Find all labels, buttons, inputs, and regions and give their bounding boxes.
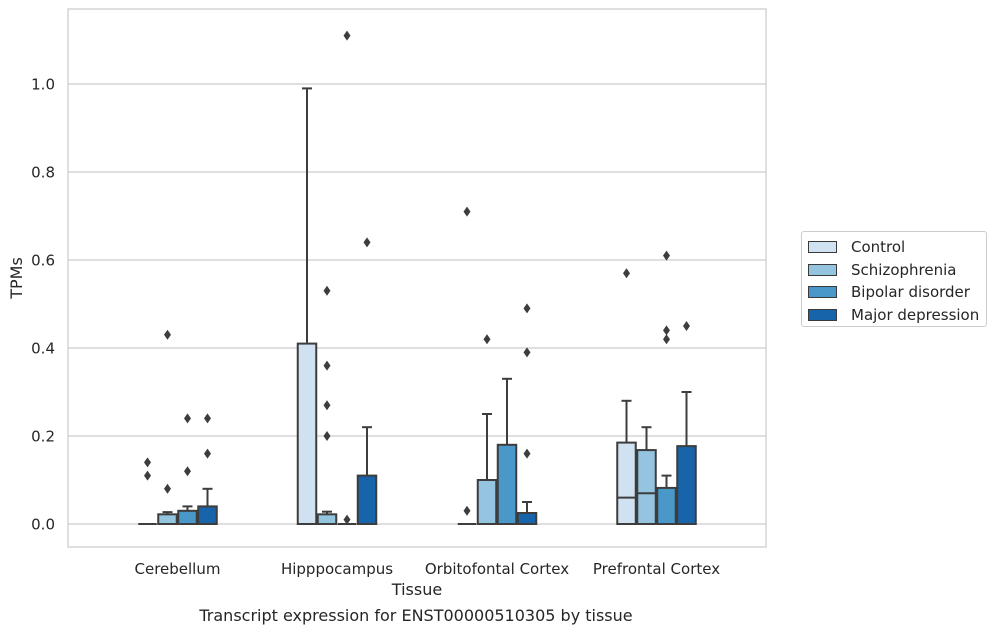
legend-item: Control [808,236,986,259]
legend-label: Major depression [851,305,980,324]
box-body [177,509,198,525]
outlier-point [144,470,151,481]
outlier-point [363,237,371,248]
plot-frame [67,8,767,548]
outlier-point [523,448,531,459]
outlier-point [323,285,331,296]
outlier-point [164,483,171,494]
legend-swatch [808,286,837,299]
outlier-point [204,413,211,424]
y-tick-label: 0.6 [31,252,55,270]
box-body [296,342,318,525]
y-tick-label: 0.4 [31,340,55,358]
legend-item: Major depression [808,304,986,327]
figure-caption: Transcript expression for ENST0000051030… [199,606,633,625]
legend-item: Schizophrenia [808,259,986,282]
outlier-point [663,325,670,336]
y-tick-labels: 0.0 0.2 0.4 0.6 0.8 1.0 [31,76,55,534]
box-body [197,505,218,525]
box-body [476,479,498,525]
y-axis-label: TPMs [7,257,26,300]
box-body [496,443,518,525]
outlier-point [523,347,531,358]
outlier-point [184,413,191,424]
x-tick-labels: Cerebellum Hipppocampus Orbitofontal Corte… [135,560,721,578]
legend-label: Bipolar disorder [851,283,970,302]
outlier-point [683,321,690,331]
outlier-point [483,334,491,345]
series-group [138,87,637,526]
outlier-point [164,329,171,340]
box-groups [138,30,697,526]
y-tick-label: 0.0 [31,516,55,534]
legend-swatch [808,308,837,321]
legend-label: Schizophrenia [851,260,957,279]
grid-lines [68,83,766,525]
outlier-point [204,448,211,459]
outlier-point [463,206,471,217]
x-tick-label: Hipppocampus [281,560,393,578]
box-body [636,449,657,525]
legend-swatch [808,241,837,254]
outlier-point [343,514,351,525]
outlier-point [323,431,331,441]
outlier-point [623,268,630,279]
box-body [516,512,538,525]
box-body [616,441,637,526]
legend-swatch [808,263,837,276]
box-body [656,486,677,526]
y-tick-label: 1.0 [31,76,55,94]
outlier-point [184,466,191,477]
legend-item: Bipolar disorder [808,281,986,304]
outlier-point [663,250,670,261]
legend: Control Schizophrenia Bipolar disorder M… [801,231,987,327]
box-body [356,474,378,526]
y-tick-label: 0.8 [31,164,55,182]
y-tick-label: 0.2 [31,428,55,446]
series-group [157,285,657,526]
x-tick-label: Cerebellum [135,560,221,578]
outlier-point [323,360,331,371]
outlier-point [343,30,351,41]
series-group [197,237,697,526]
box-body [316,513,338,526]
outlier-point [323,400,331,411]
x-tick-label: Prefrontal Cortex [593,560,720,578]
outlier-point [523,303,531,314]
outlier-point [144,457,151,468]
x-axis-label: Tissue [391,580,442,599]
outlier-point [463,505,471,516]
box-body [676,445,697,525]
legend-label: Control [851,238,906,257]
x-tick-label: Orbitofontal Cortex [425,560,569,578]
box-body [157,513,178,526]
outlier-point [663,334,670,345]
series-group [177,30,677,526]
